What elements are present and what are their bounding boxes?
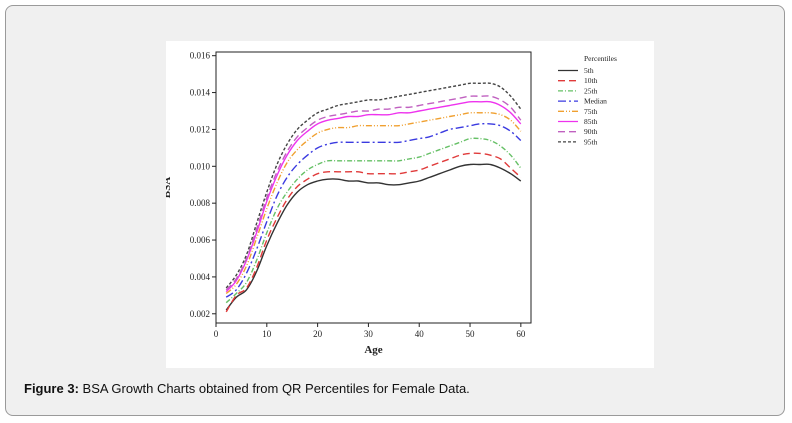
x-tick-label: 50 bbox=[466, 329, 476, 339]
series-line-median bbox=[225, 122, 522, 298]
legend-entry: 85th bbox=[584, 117, 598, 126]
x-tick-label: 20 bbox=[313, 329, 323, 339]
y-tick-label: 0.008 bbox=[190, 198, 211, 208]
y-tick-label: 0.012 bbox=[190, 124, 210, 134]
x-tick-label: 10 bbox=[262, 329, 272, 339]
legend-entry: 75th bbox=[584, 107, 598, 116]
x-tick-label: 40 bbox=[415, 329, 425, 339]
y-axis-label: BSA bbox=[166, 177, 173, 198]
legend-entry: Median bbox=[584, 97, 607, 106]
y-tick-label: 0.014 bbox=[190, 88, 211, 98]
series-line-5th bbox=[225, 163, 522, 311]
y-tick-label: 0.016 bbox=[190, 51, 211, 61]
series-line-75th bbox=[225, 111, 522, 295]
legend-entry: 95th bbox=[584, 137, 598, 146]
x-tick-label: 30 bbox=[364, 329, 374, 339]
y-tick-label: 0.010 bbox=[190, 161, 211, 171]
series-line-95th bbox=[225, 82, 522, 289]
series-line-85th bbox=[225, 100, 522, 293]
plot-area-background bbox=[166, 41, 654, 368]
y-tick-label: 0.004 bbox=[190, 272, 211, 282]
x-tick-label: 0 bbox=[214, 329, 219, 339]
x-axis-label: Age bbox=[364, 344, 382, 356]
caption-text: BSA Growth Charts obtained from QR Perce… bbox=[78, 381, 470, 396]
caption-label: Figure 3: bbox=[24, 381, 79, 396]
bsa-growth-chart: 0.002 0.004 0.006 0.008 0.010 0.012 0.014 0.016… bbox=[166, 51, 617, 356]
series-line-10th bbox=[225, 152, 522, 313]
series-line-25th bbox=[225, 137, 522, 304]
series-line-90th bbox=[225, 95, 522, 291]
legend-title: Percentiles bbox=[584, 54, 617, 63]
plot-frame bbox=[215, 51, 532, 324]
legend-entry: 10th bbox=[584, 76, 598, 85]
legend-entry: 5th bbox=[584, 66, 594, 75]
x-tick-label: 60 bbox=[516, 329, 526, 339]
figure-caption: Figure 3: BSA Growth Charts obtained fro… bbox=[24, 381, 470, 396]
legend-entry: 90th bbox=[584, 127, 598, 136]
legend-entry: 25th bbox=[584, 86, 598, 95]
y-tick-label: 0.006 bbox=[190, 235, 211, 245]
y-tick-label: 0.002 bbox=[190, 309, 210, 319]
